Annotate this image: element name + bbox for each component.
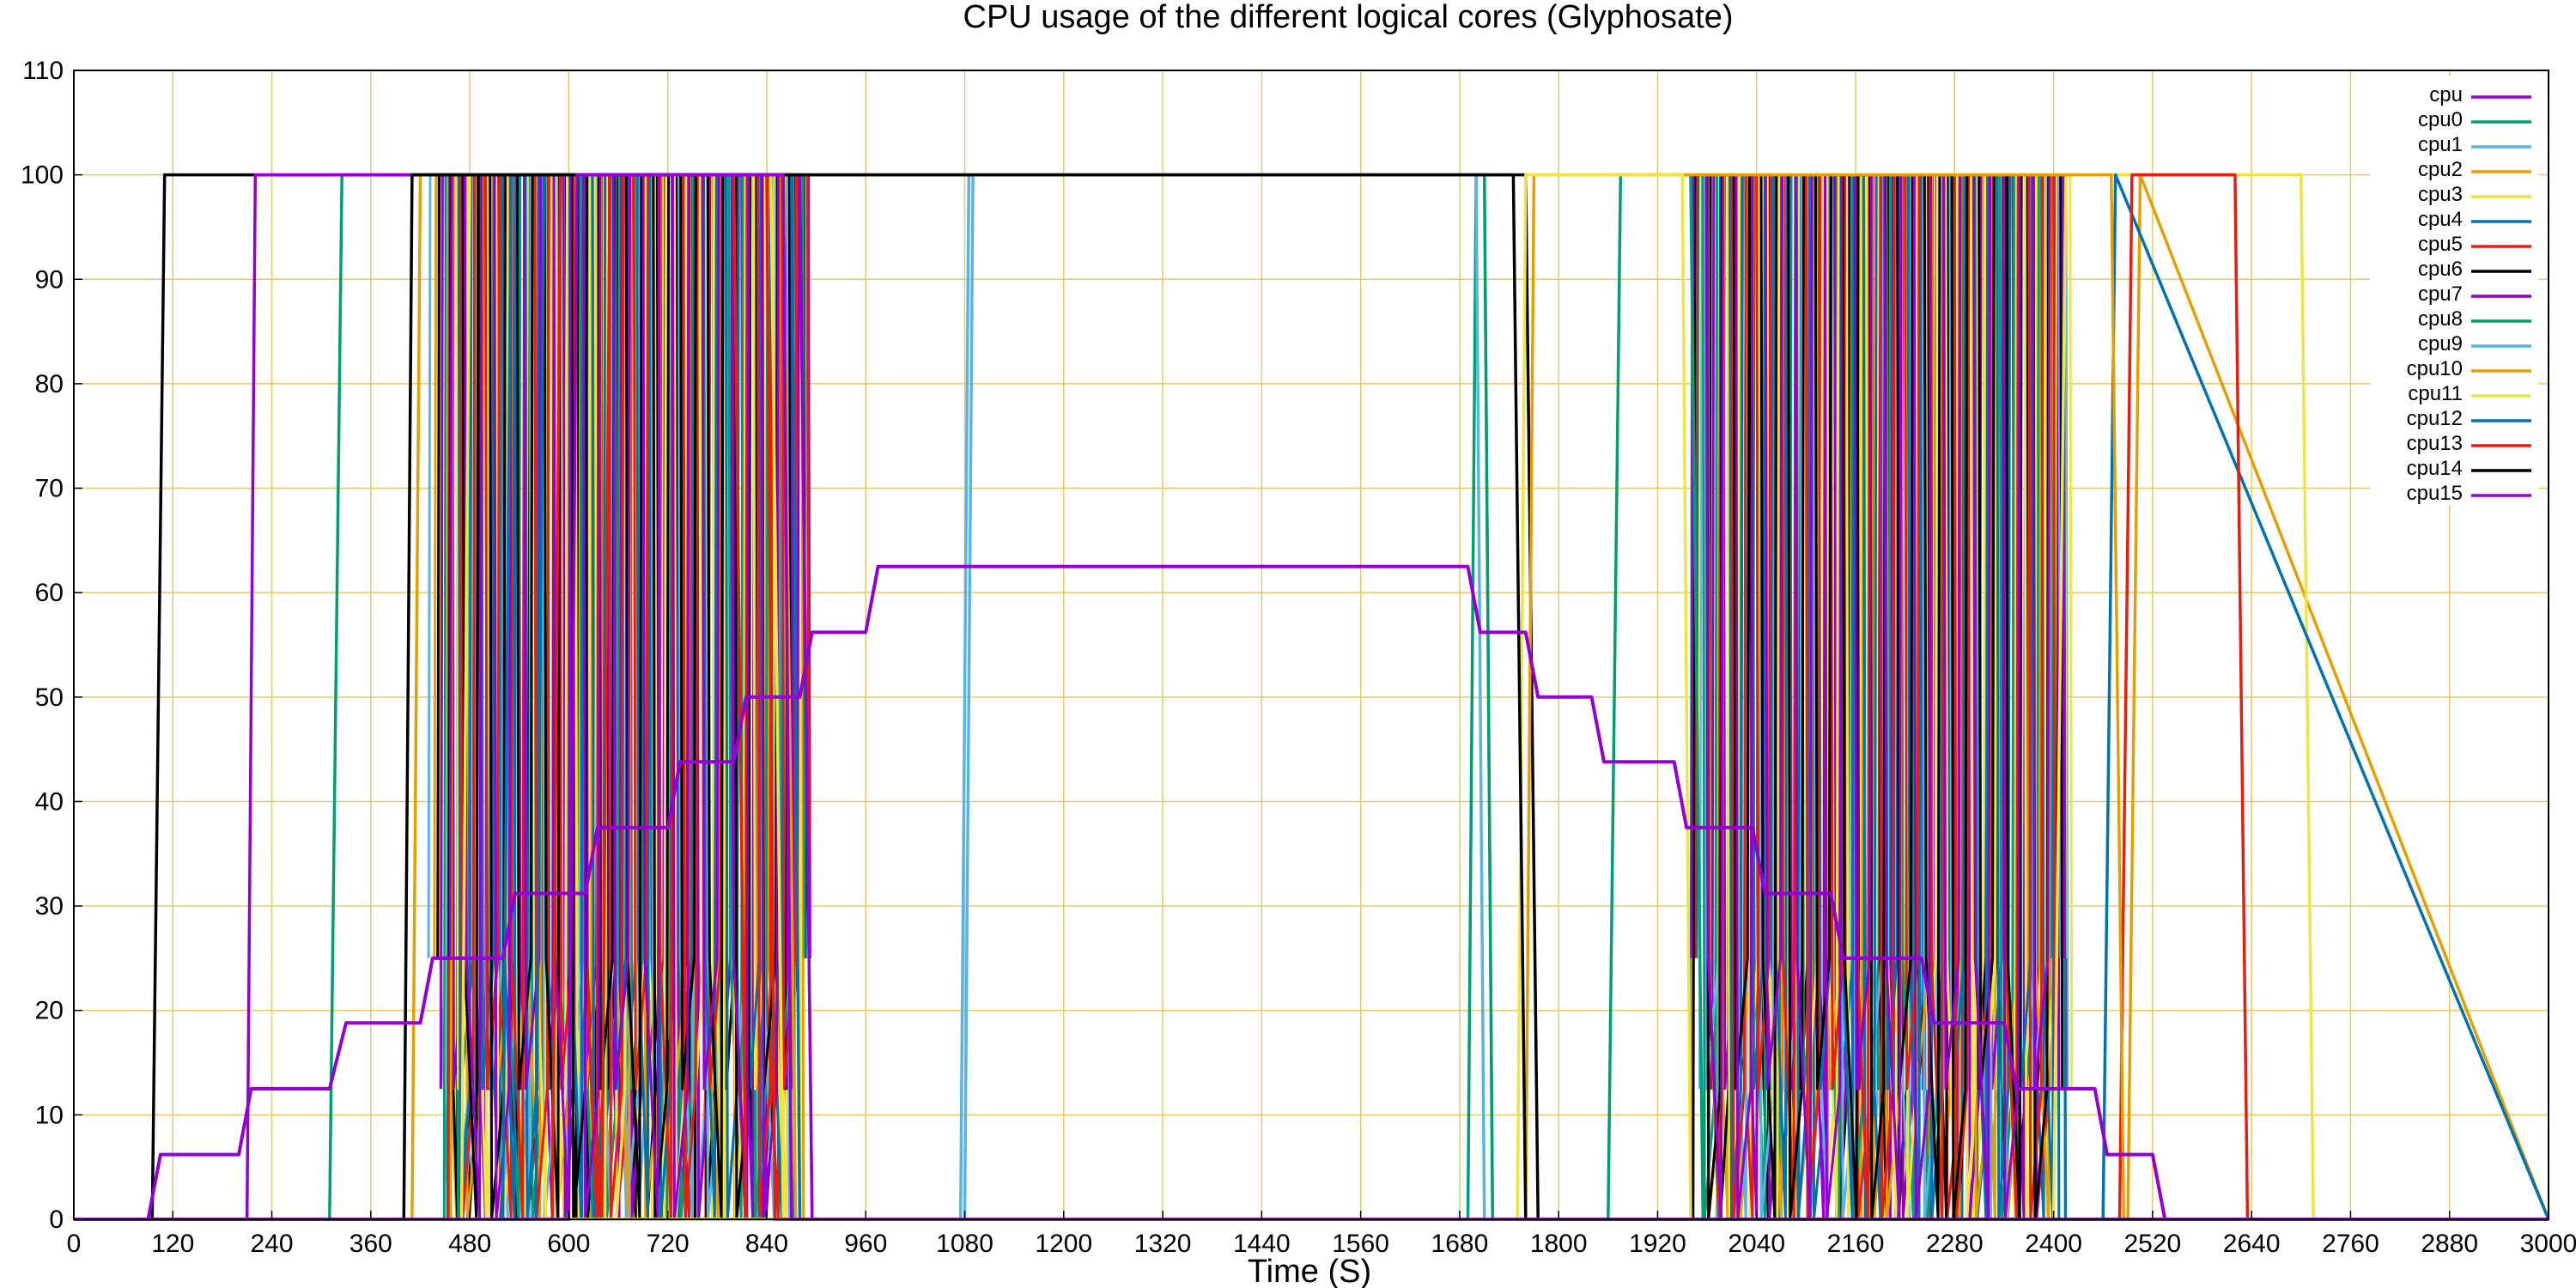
legend-label-cpu1: cpu1 [2418,133,2463,156]
y-tick-label: 10 [35,1101,64,1129]
x-tick-label: 0 [67,1230,82,1258]
legend-label-cpu11: cpu11 [2408,382,2463,405]
legend-label-cpu7: cpu7 [2418,283,2463,306]
x-tick-label: 600 [547,1230,590,1258]
legend-label-cpu4: cpu4 [2418,208,2463,231]
legend-label-cpu13: cpu13 [2407,432,2463,455]
legend-label-cpu3: cpu3 [2418,183,2463,206]
y-tick-label: 70 [35,475,64,503]
y-tick-label: 20 [35,997,64,1025]
x-tick-label: 1080 [936,1230,993,1258]
x-tick-label: 1800 [1530,1230,1588,1258]
x-tick-label: 1320 [1134,1230,1192,1258]
y-tick-label: 50 [35,683,64,712]
x-tick-label: 1200 [1035,1230,1092,1258]
x-tick-label: 2520 [2124,1230,2182,1258]
legend: cpucpu0cpu1cpu2cpu3cpu4cpu5cpu6cpu7cpu8c… [2370,76,2538,505]
x-tick-label: 2160 [1827,1230,1885,1258]
plot-frame [73,70,2549,1220]
x-tick-label: 360 [349,1230,392,1258]
x-tick-label: 480 [448,1230,491,1258]
legend-label-cpu12: cpu12 [2407,407,2463,430]
series-line-cpu14 [74,173,2549,1221]
x-tick-label: 2760 [2322,1230,2379,1258]
x-tick-label: 240 [251,1230,294,1258]
legend-label-cpu15: cpu15 [2407,482,2463,505]
y-tick-label: 80 [35,370,64,398]
x-tick-label: 2040 [1728,1230,1785,1258]
legend-label-cpu9: cpu9 [2418,332,2463,355]
series-line-cpu15-oscillation [448,173,795,1221]
x-tick-label: 1560 [1332,1230,1389,1258]
legend-label-cpu0: cpu0 [2418,108,2463,131]
x-tick-label: 120 [151,1230,194,1258]
legend-label-cpu: cpu [2429,83,2463,106]
x-axis-ticks: 0 120 240 360 480 600 720 840 960 1080 1200 1320 144… [67,1211,2576,1258]
legend-label-cpu6: cpu6 [2418,258,2463,281]
x-tick-label: 2640 [2223,1230,2281,1258]
legend-label-cpu8: cpu8 [2418,307,2463,331]
y-tick-label: 0 [49,1206,64,1234]
legend-label-cpu2: cpu2 [2418,158,2463,181]
x-tick-label: 3000 [2520,1230,2576,1258]
y-tick-label: 100 [21,161,64,190]
x-tick-label: 2280 [1926,1230,1984,1258]
x-tick-label: 720 [647,1230,690,1258]
x-tick-label: 2880 [2421,1230,2478,1258]
y-tick-label: 90 [35,265,64,294]
y-axis-ticks: 0 10 20 30 40 50 60 70 80 90 100 110 [21,57,82,1234]
legend-label-cpu5: cpu5 [2418,233,2463,256]
legend-label-cpu10: cpu10 [2407,357,2463,380]
x-tick-label: 1920 [1629,1230,1686,1258]
y-tick-label: 30 [35,892,64,920]
series-line-cpu [74,564,2549,1221]
x-tick-label: 2400 [2025,1230,2082,1258]
x-tick-label: 1680 [1431,1230,1489,1258]
legend-label-cpu14: cpu14 [2407,457,2463,480]
x-tick-label: 1440 [1233,1230,1291,1258]
chart-title: CPU usage of the different logical cores… [963,0,1734,35]
y-tick-label: 110 [22,57,64,85]
x-tick-label: 960 [844,1230,887,1258]
y-tick-label: 60 [35,579,64,607]
y-tick-label: 40 [35,787,64,816]
x-tick-label: 840 [745,1230,788,1258]
x-axis-label: Time (S) [1248,1254,1371,1288]
